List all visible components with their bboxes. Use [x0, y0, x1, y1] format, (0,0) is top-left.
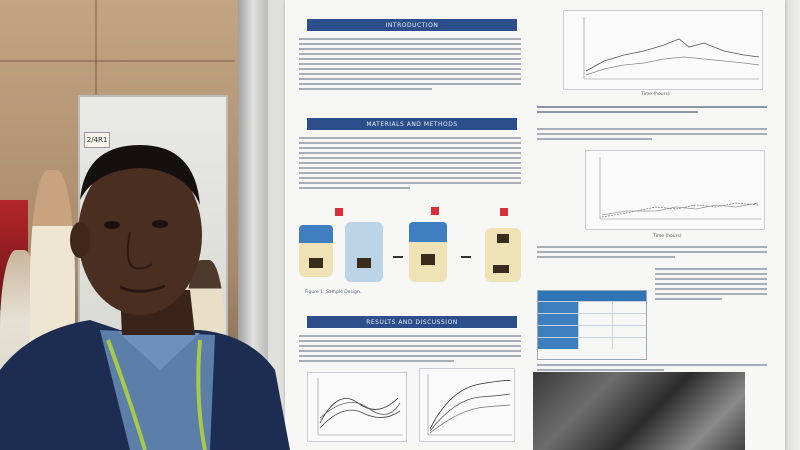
line-plot: [599, 157, 761, 220]
methods-text: [299, 137, 521, 192]
marker-square: [500, 208, 508, 216]
figure2-text: [537, 128, 767, 143]
table-side-text: [655, 268, 767, 303]
section-header-methods: MATERIALS AND METHODS: [307, 118, 517, 130]
sample-block: [497, 234, 509, 243]
results-table: [537, 290, 647, 360]
results-chart-left: [307, 372, 407, 442]
chart-x-label: Time (hours): [641, 92, 670, 97]
figure-caption-2: [537, 106, 767, 113]
presenter-person: [0, 145, 290, 450]
sample-block: [493, 265, 509, 273]
sem-micrograph: [533, 372, 745, 450]
sample-block: [309, 258, 323, 268]
introduction-text: [299, 38, 521, 93]
curve-plot: [427, 374, 512, 436]
research-poster: INTRODUCTION MATERIALS AND METHODS Figur…: [285, 0, 785, 450]
line-chart-middle: [585, 150, 765, 230]
marker-square: [431, 207, 439, 215]
figure-caption: Figure 1: Sample Design.: [305, 290, 362, 295]
sem-caption: [537, 364, 767, 374]
chart-x-label: Time (hours): [653, 234, 682, 239]
section-header-results: RESULTS AND DISCUSSION: [307, 316, 517, 328]
sample-block: [421, 254, 435, 265]
arrow-line: [393, 256, 403, 258]
results-chart-right: [419, 368, 515, 442]
marker-square: [335, 208, 343, 216]
jar-lid: [299, 225, 333, 243]
line-plot: [583, 17, 760, 80]
section-header-introduction: INTRODUCTION: [307, 19, 517, 31]
figure3-caption: [537, 246, 767, 261]
wall-seam: [0, 60, 235, 62]
line-chart-top: [563, 10, 763, 90]
wall-seam: [95, 0, 97, 95]
jar-lid: [409, 222, 447, 242]
results-text: [299, 335, 521, 365]
arrow-line: [461, 256, 471, 258]
sample-block: [357, 258, 371, 268]
booth-number-label: 2/4R1: [84, 132, 110, 148]
curve-plot: [317, 378, 403, 436]
sample-jar: [345, 222, 383, 282]
